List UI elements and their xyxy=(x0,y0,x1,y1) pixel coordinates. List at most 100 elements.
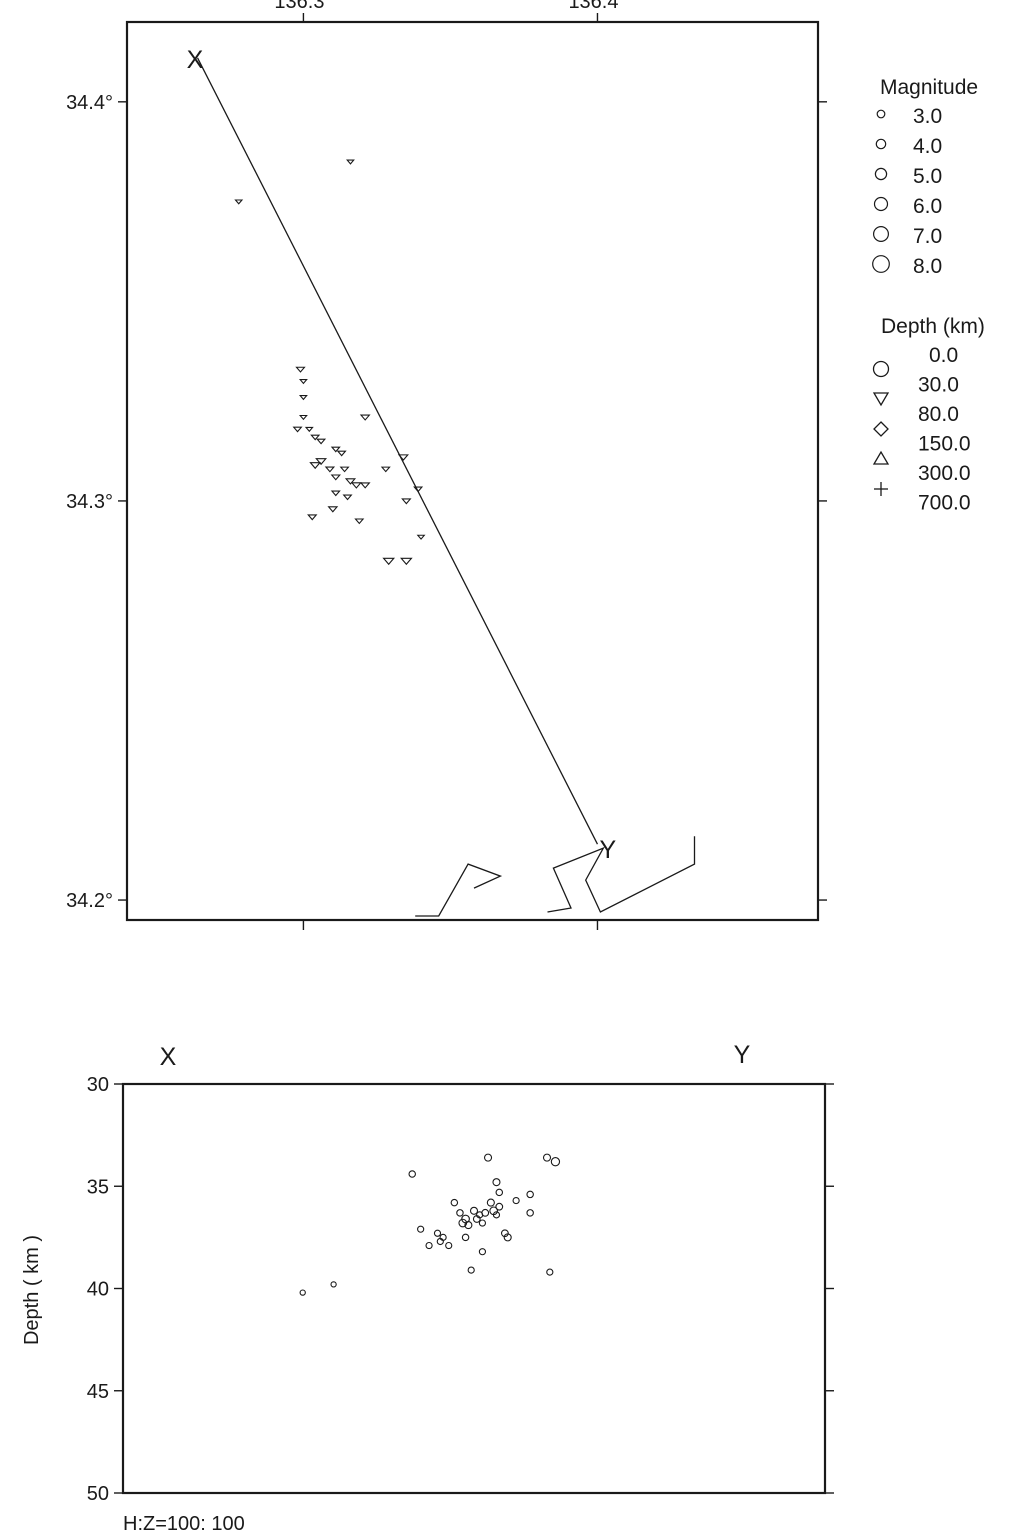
epicenter-marker xyxy=(292,426,303,433)
depth-legend-value: 0.0 xyxy=(929,344,958,367)
epicenter-marker xyxy=(327,506,339,513)
section-x-end-label: X xyxy=(160,1043,177,1071)
depth-legend-value: 150.0 xyxy=(918,433,971,456)
magnitude-legend-value: 7.0 xyxy=(913,225,942,248)
hypocenter-marker xyxy=(478,1248,487,1256)
epicenter-marker xyxy=(298,414,308,421)
hypocenter-marker xyxy=(445,1241,453,1250)
epicenter-marker xyxy=(330,474,341,481)
hypocenter-marker xyxy=(495,1202,504,1211)
epicenter-marker xyxy=(324,466,336,473)
depth-legend-triangle-marker xyxy=(872,450,890,465)
epicenter-marker xyxy=(416,534,426,540)
scale-ratio-note: H:Z=100: 100 xyxy=(123,1513,245,1535)
epicenter-marker xyxy=(330,446,341,453)
hypocenter-marker xyxy=(478,1219,487,1227)
coastline xyxy=(415,863,503,917)
depth-legend-value: 300.0 xyxy=(918,462,971,485)
hypocenter-marker xyxy=(330,1281,337,1288)
hypocenter-marker xyxy=(408,1170,416,1178)
hypocenter-marker xyxy=(512,1196,520,1205)
magnitude-legend-marker xyxy=(876,109,886,119)
depth-legend-value: 30.0 xyxy=(918,374,959,397)
map-x-tick-label: 136.4° xyxy=(568,0,626,13)
map-legend: Magnitude 3.0 4.0 5.0 6.0 7.0 8.0 Depth (km) 0.0… xyxy=(872,76,985,515)
hypocenter-marker xyxy=(500,1229,509,1238)
magnitude-legend-marker xyxy=(872,255,890,273)
hypocenter-marker xyxy=(464,1221,473,1230)
epicenter-marker xyxy=(315,458,328,466)
hypocenter-marker xyxy=(526,1209,534,1217)
section-y-tick-label: 45 xyxy=(87,1381,109,1403)
hypocenter-marker xyxy=(492,1211,501,1219)
epicenter-marker xyxy=(382,557,396,566)
epicenter-marker xyxy=(298,395,308,401)
hypocenter-marker xyxy=(483,1153,493,1162)
depth-legend-value: 700.0 xyxy=(918,492,971,515)
magnitude-legend-marker xyxy=(875,138,887,150)
map-frame xyxy=(125,20,820,922)
section-y-tick-label: 40 xyxy=(87,1279,109,1301)
section-start-label: X xyxy=(187,46,204,74)
depth-legend-inverted-triangle-marker xyxy=(872,392,890,407)
hypocenter-marker xyxy=(469,1206,479,1215)
magnitude-legend-marker xyxy=(873,196,889,212)
hypocenter-marker xyxy=(456,1209,464,1217)
map-y-tick-label: 34.2° xyxy=(66,890,113,912)
magnitude-legend-marker xyxy=(874,167,888,181)
hypocenter-marker xyxy=(481,1208,490,1217)
epicenter-marker xyxy=(344,478,357,485)
epicenter-marker xyxy=(350,482,362,489)
magnitude-legend-value: 8.0 xyxy=(913,255,942,278)
hypocenter-marker xyxy=(486,1198,495,1207)
epicenter-marker xyxy=(339,466,350,473)
hypocenter-marker xyxy=(299,1289,306,1296)
depth-cross-section-panel: 30 35 40 45 50 Depth ( km ) X Y H:Z=100: 100 xyxy=(21,1041,834,1535)
magnitude-legend-marker xyxy=(872,226,889,243)
hypocenter-marker xyxy=(492,1178,501,1187)
hypocenter-marker xyxy=(417,1225,425,1233)
map-x-tick-label: 136.3° xyxy=(274,0,332,13)
hypocenter-marker xyxy=(425,1241,433,1250)
section-end-label: Y xyxy=(599,836,616,864)
map-y-tick-label: 34.4° xyxy=(66,92,113,114)
epicenter-marker xyxy=(234,199,244,205)
section-frame xyxy=(121,1082,827,1495)
epicenter-marker xyxy=(359,414,371,421)
depth-legend-title: Depth (km) xyxy=(881,315,985,338)
epicenter-marker xyxy=(316,438,327,445)
hypocenter-marker xyxy=(461,1233,470,1242)
magnitude-legend-value: 3.0 xyxy=(913,105,942,128)
section-y-tick-label: 35 xyxy=(87,1176,109,1198)
epicenter-marker xyxy=(304,426,314,433)
hypocenter-marker xyxy=(546,1268,554,1276)
section-y-tick-label: 30 xyxy=(87,1074,109,1096)
depth-legend-diamond-marker xyxy=(873,421,889,437)
epicenter-marker xyxy=(342,494,353,501)
depth-legend-circle-marker xyxy=(872,360,890,378)
hypocenter-marker xyxy=(439,1233,447,1241)
coastline xyxy=(547,836,696,913)
epicenter-marker xyxy=(380,466,391,473)
hypocenter-marker xyxy=(542,1153,552,1162)
map-y-tick-label: 34.3° xyxy=(66,491,113,513)
epicenter-marker xyxy=(336,450,347,457)
section-y-end-label: Y xyxy=(734,1041,751,1069)
magnitude-legend-value: 5.0 xyxy=(913,165,942,188)
hypocenter-marker xyxy=(433,1229,442,1237)
epicenter-marker xyxy=(359,482,371,489)
cross-section-line xyxy=(196,57,599,845)
hypocenter-marker xyxy=(450,1198,459,1207)
magnitude-legend-value: 4.0 xyxy=(913,135,942,158)
section-y-tick-label: 50 xyxy=(87,1483,109,1505)
epicenter-marker xyxy=(310,434,321,441)
epicenter-marker xyxy=(295,366,306,373)
depth-legend-value: 80.0 xyxy=(918,403,959,426)
hypocenter-marker xyxy=(526,1190,534,1199)
section-y-axis-label: Depth ( km ) xyxy=(21,1235,43,1345)
hypocenter-marker xyxy=(467,1266,475,1274)
epicenter-marker xyxy=(307,514,318,521)
magnitude-legend-value: 6.0 xyxy=(913,195,942,218)
epicenter-map-panel: 136.3° 136.4° 34.4° 34.3° 34.2° X Y xyxy=(66,0,827,930)
